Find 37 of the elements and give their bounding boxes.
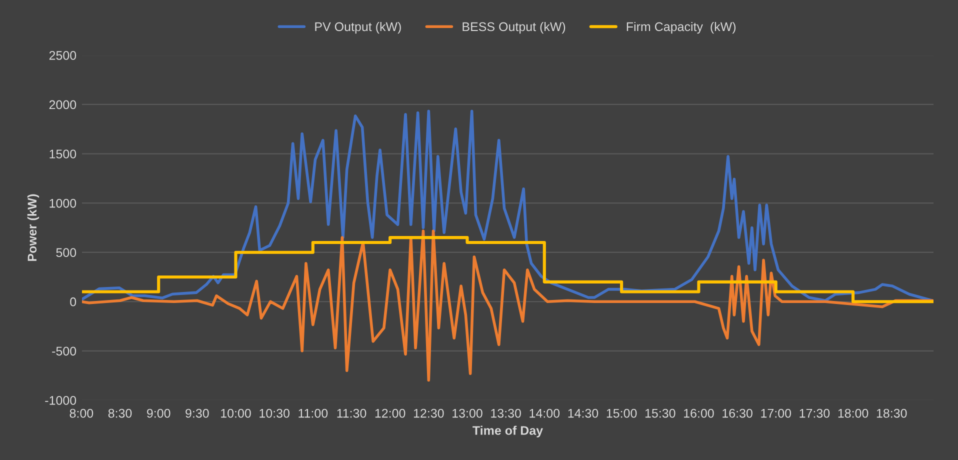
y-tick-label: -1000 xyxy=(45,396,76,405)
y-axis-title: Power (kW) xyxy=(27,194,40,261)
x-tick-label: 12:30 xyxy=(414,408,444,418)
x-tick-label: 14:30 xyxy=(568,408,598,418)
y-tick-label: 1000 xyxy=(50,198,76,208)
x-tick-label: 11:30 xyxy=(337,408,366,418)
x-tick-label: 8:30 xyxy=(108,408,132,418)
x-tick-label: 17:00 xyxy=(761,408,792,418)
x-tick-label: 10:30 xyxy=(260,408,290,418)
x-tick-label: 16:00 xyxy=(684,408,714,418)
x-tick-label: 13:30 xyxy=(491,408,521,418)
y-tick-label: 500 xyxy=(56,248,76,257)
x-tick-label: 9:00 xyxy=(147,408,170,418)
x-tick-label: 11:00 xyxy=(298,408,328,418)
legend-label: BESS Output (kW) xyxy=(462,22,566,34)
legend-label: Firm Capacity (kW) xyxy=(626,22,736,34)
x-tick-label: 18:00 xyxy=(838,408,868,418)
legend-label: PV Output (kW) xyxy=(315,22,401,34)
y-tick-label: 1500 xyxy=(50,150,76,158)
y-tick-label: 2500 xyxy=(49,51,76,60)
x-tick-label: 16:30 xyxy=(722,408,752,418)
x-tick-label: 9:30 xyxy=(186,408,209,418)
x-tick-label: 8:00 xyxy=(70,408,94,418)
y-tick-label: 0 xyxy=(70,297,76,306)
y-tick-label: 2000 xyxy=(49,100,76,110)
x-tick-label: 17:30 xyxy=(800,408,830,418)
y-tick-label: -500 xyxy=(52,346,76,356)
x-tick-label: 15:30 xyxy=(645,408,676,418)
x-tick-label: 14:00 xyxy=(530,408,560,418)
x-tick-label: 18:30 xyxy=(876,408,907,418)
x-axis-title: Time of Day xyxy=(472,426,543,438)
line-series xyxy=(81,110,934,302)
x-tick-label: 13:00 xyxy=(452,408,482,418)
line-series xyxy=(81,230,934,382)
x-tick-label: 15:00 xyxy=(606,408,637,418)
x-tick-label: 10:00 xyxy=(221,408,251,418)
x-tick-label: 12:00 xyxy=(375,408,406,418)
